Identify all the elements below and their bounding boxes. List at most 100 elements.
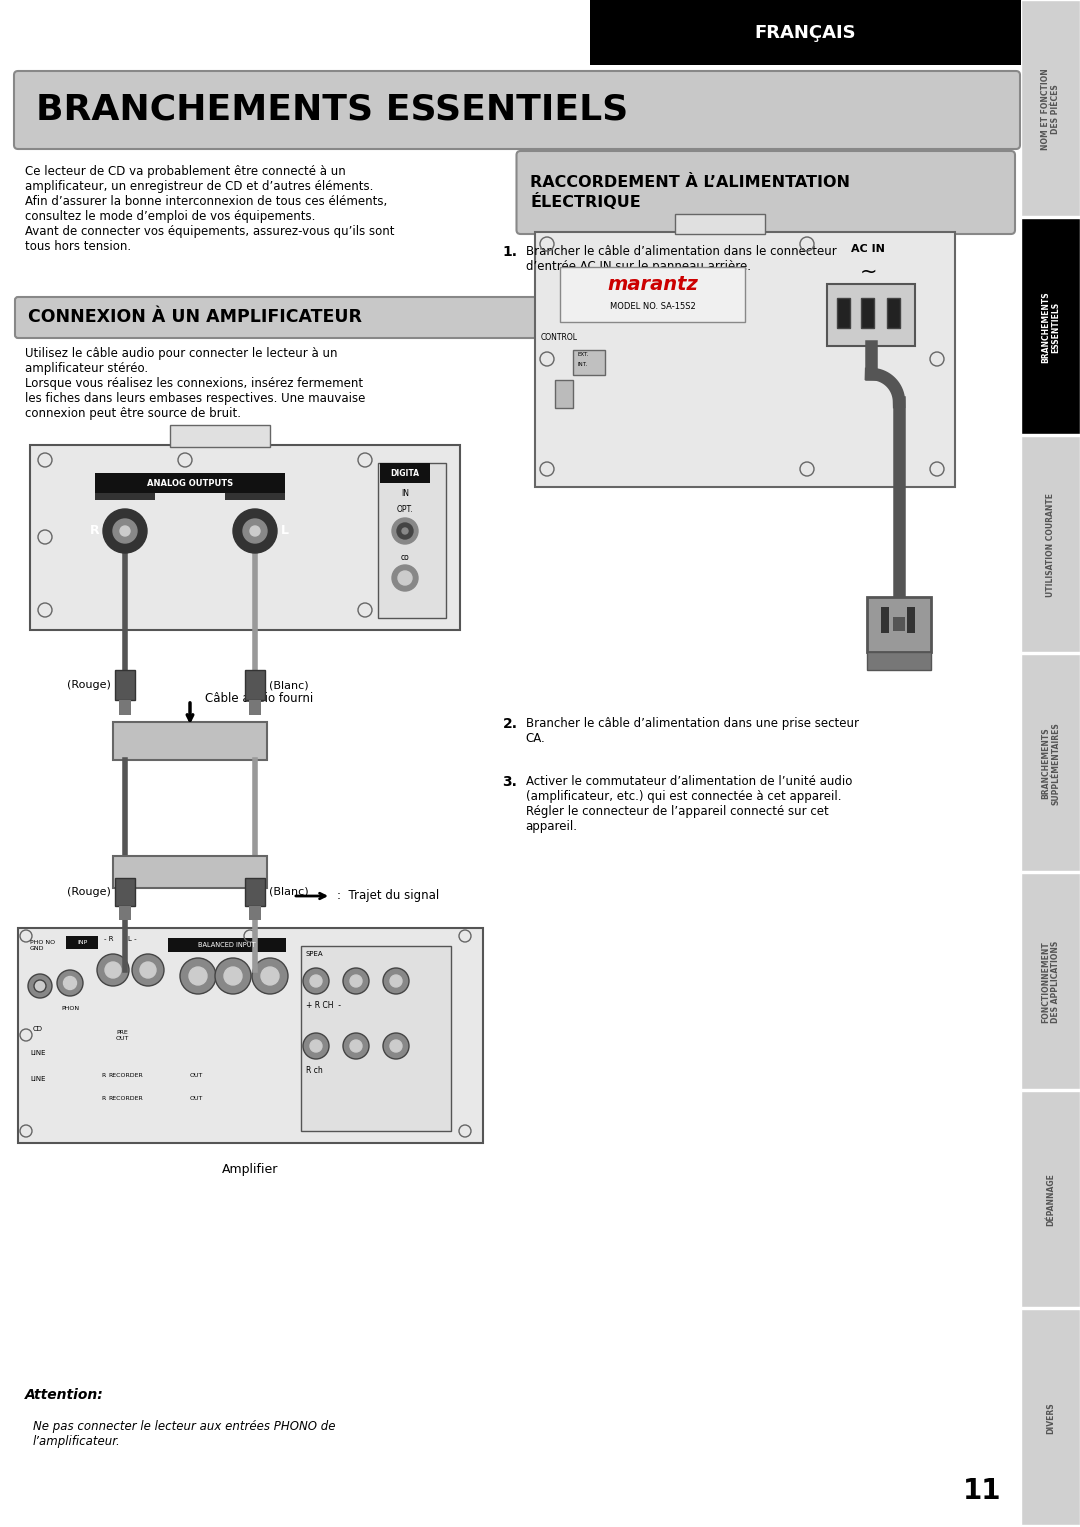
Bar (887, 298, 900, 328)
Text: CD: CD (33, 1026, 43, 1032)
Circle shape (350, 1040, 362, 1052)
Text: FONCTIONNEMENT
DES APPLICATIONS: FONCTIONNEMENT DES APPLICATIONS (1041, 941, 1061, 1023)
Text: RACCORDEMENT À L’ALIMENTATION
ÉLECTRIQUE: RACCORDEMENT À L’ALIMENTATION ÉLECTRIQUE (530, 176, 851, 209)
Circle shape (224, 967, 242, 985)
Text: R: R (102, 1073, 105, 1078)
Text: (Rouge): (Rouge) (67, 887, 111, 896)
Circle shape (261, 967, 279, 985)
Circle shape (350, 976, 362, 986)
Circle shape (310, 1040, 322, 1052)
Bar (555, 380, 573, 408)
Bar (113, 722, 267, 760)
Bar (827, 284, 915, 347)
Text: co: co (401, 553, 409, 562)
Bar (1021, 655, 1080, 870)
Bar (893, 617, 905, 631)
Circle shape (343, 1032, 369, 1060)
Bar (675, 214, 765, 234)
Circle shape (249, 525, 260, 536)
Bar (1021, 1090, 1080, 1307)
Text: UTILISATION COURANTE: UTILISATION COURANTE (1047, 493, 1055, 597)
Bar (861, 298, 874, 328)
Text: MODEL NO. SA-15S2: MODEL NO. SA-15S2 (609, 302, 696, 312)
Text: BRANCHEMENTS
ESSENTIELS: BRANCHEMENTS ESSENTIELS (1041, 292, 1061, 363)
Text: RECORDER: RECORDER (108, 1073, 143, 1078)
Text: Câble audio fourni: Câble audio fourni (205, 692, 313, 704)
Circle shape (383, 1032, 409, 1060)
Bar (113, 857, 267, 889)
FancyBboxPatch shape (15, 296, 571, 337)
Circle shape (120, 525, 130, 536)
Circle shape (105, 962, 121, 977)
Text: IN: IN (401, 489, 409, 498)
Text: Ne pas connecter le lecteur aux entrées PHONO de
l’amplificateur.: Ne pas connecter le lecteur aux entrées … (33, 1420, 336, 1448)
Bar (535, 232, 955, 487)
Circle shape (392, 565, 418, 591)
Circle shape (397, 524, 413, 539)
Bar (378, 463, 446, 618)
Bar (18, 928, 483, 1144)
Circle shape (103, 508, 147, 553)
Circle shape (180, 957, 216, 994)
Circle shape (390, 1040, 402, 1052)
Circle shape (140, 962, 156, 977)
Text: ANALOG OUTPUTS: ANALOG OUTPUTS (147, 478, 233, 487)
Text: INP: INP (77, 939, 87, 945)
Text: marantz: marantz (607, 275, 698, 295)
Bar (380, 463, 430, 483)
Bar (301, 947, 451, 1132)
Text: RECORDER: RECORDER (108, 1096, 143, 1101)
Circle shape (252, 957, 288, 994)
Text: FRANÇAIS: FRANÇAIS (755, 23, 856, 41)
Bar (225, 493, 285, 499)
FancyBboxPatch shape (14, 70, 1020, 150)
Bar (837, 298, 850, 328)
Circle shape (399, 571, 411, 585)
Text: R: R (102, 1096, 105, 1101)
Circle shape (113, 519, 137, 544)
Bar (1021, 872, 1080, 1089)
Circle shape (303, 1032, 329, 1060)
Text: (Blanc): (Blanc) (269, 887, 309, 896)
Bar (561, 267, 745, 322)
Bar (249, 699, 261, 715)
Text: DIGITA: DIGITA (391, 469, 419, 478)
Bar (66, 936, 98, 948)
Text: PHON: PHON (60, 1006, 79, 1011)
Text: CONTROL: CONTROL (541, 333, 578, 342)
Text: PRE
OUT: PRE OUT (116, 1031, 130, 1041)
Text: LINE: LINE (30, 1077, 45, 1083)
Circle shape (97, 954, 129, 986)
Bar (573, 350, 605, 376)
Text: 1.: 1. (502, 244, 517, 260)
Circle shape (402, 528, 408, 534)
Bar (245, 670, 265, 699)
Text: Utilisez le câble audio pour connecter le lecteur à un
amplificateur stéréo.
Lor: Utilisez le câble audio pour connecter l… (25, 347, 365, 420)
Circle shape (189, 967, 207, 985)
Bar (867, 597, 931, 652)
Text: :  Trajet du signal: : Trajet du signal (337, 890, 440, 902)
Text: OUT: OUT (190, 1096, 203, 1101)
Text: BRANCHEMENTS ESSENTIELS: BRANCHEMENTS ESSENTIELS (36, 93, 629, 127)
Bar (867, 652, 931, 670)
Bar (1021, 1309, 1080, 1525)
Text: Attention:: Attention: (25, 1388, 104, 1402)
Text: 2.: 2. (502, 718, 517, 731)
Text: SPEA: SPEA (306, 951, 324, 957)
Text: DÉPANNAGE: DÉPANNAGE (1047, 1173, 1055, 1226)
Circle shape (28, 974, 52, 999)
Circle shape (383, 968, 409, 994)
Bar (95, 473, 285, 493)
Text: BRANCHEMENTS
SUPPLÉMENTAIRES: BRANCHEMENTS SUPPLÉMENTAIRES (1041, 722, 1061, 805)
Text: CONNEXION À UN AMPLIFICATEUR: CONNEXION À UN AMPLIFICATEUR (28, 308, 362, 327)
Circle shape (233, 508, 276, 553)
Bar (114, 878, 135, 906)
Text: PHO NO
GND: PHO NO GND (30, 941, 55, 951)
Text: Ce lecteur de CD va probablement être connecté à un
amplificateur, un enregistre: Ce lecteur de CD va probablement être co… (25, 165, 394, 253)
Circle shape (310, 976, 322, 986)
Bar (95, 493, 156, 499)
Text: (Blanc): (Blanc) (269, 680, 309, 690)
Text: DIVERS: DIVERS (1047, 1402, 1055, 1434)
Circle shape (303, 968, 329, 994)
Text: Activer le commutateur d’alimentation de l’unité audio
(amplificateur, etc.) qui: Activer le commutateur d’alimentation de… (526, 776, 852, 834)
